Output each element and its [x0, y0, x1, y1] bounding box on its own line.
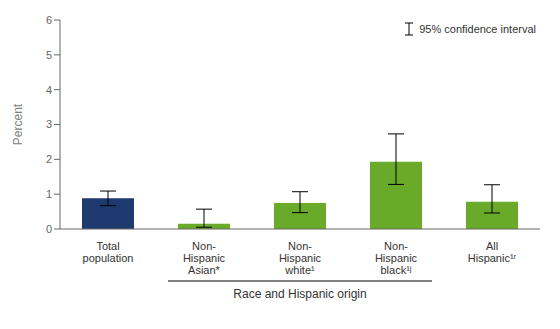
svg-text:Non-Hispanicwhite¹: Non-Hispanicwhite¹ [279, 240, 322, 276]
svg-text:AllHispanic¹ʳ: AllHispanic¹ʳ [468, 240, 517, 264]
svg-text:Percent: Percent [11, 103, 25, 145]
svg-text:Race and Hispanic origin: Race and Hispanic origin [233, 287, 366, 301]
svg-text:Non-Hispanicblack¹ʲ: Non-Hispanicblack¹ʲ [375, 240, 418, 276]
svg-text:2: 2 [46, 153, 52, 165]
svg-text:6: 6 [46, 14, 52, 26]
svg-text:Totalpopulation: Totalpopulation [83, 240, 134, 264]
svg-text:Non-HispanicAsian*: Non-HispanicAsian* [183, 240, 226, 276]
svg-text:0: 0 [46, 223, 52, 235]
html-text:95% confidence interval: 95% confidence interval [419, 23, 536, 35]
svg-text:3: 3 [46, 118, 52, 130]
svg-text:1: 1 [46, 188, 52, 200]
svg-text:5: 5 [46, 49, 52, 61]
svg-text:4: 4 [46, 84, 52, 96]
